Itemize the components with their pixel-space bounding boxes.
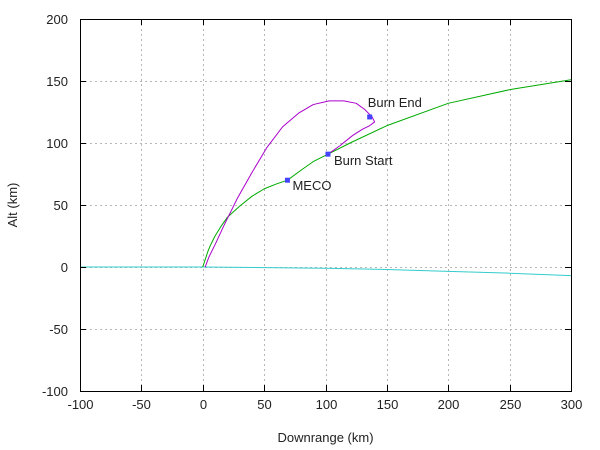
x-tick-label: -50 [132,397,151,412]
y-tick-label: -50 [49,322,68,337]
annotation-burn-end: Burn End [368,95,422,110]
plot-border [80,19,572,392]
annotation-burn-start: Burn Start [334,153,393,168]
y-tick-label: 0 [61,260,68,275]
y-tick-label: 50 [54,198,68,213]
x-tick-label: 100 [316,397,338,412]
y-tick-label: 200 [46,12,68,27]
x-tick-label: 300 [561,397,583,412]
x-tick-label: 250 [500,397,522,412]
y-tick-label: 100 [46,136,68,151]
y-tick-label: -100 [42,384,68,399]
grid [80,19,571,391]
y-axis-label: Alt (km) [5,183,20,228]
marker-burn-end [367,114,373,120]
series-line-2 [202,79,572,268]
x-tick-label: 150 [377,397,399,412]
x-tick-label: 50 [257,397,271,412]
annotation-meco: MECO [292,178,331,193]
series-line-3 [204,100,376,268]
series-line-1 [80,266,572,277]
marker-burn-start [325,151,331,157]
marker-meco [284,177,290,183]
series-layer [80,79,572,277]
x-tick-label: -100 [67,397,93,412]
y-tick-label: 150 [46,74,68,89]
x-tick-label: 200 [438,397,460,412]
x-axis-label: Downrange (km) [277,430,373,445]
axis-ticks: -100 -50 0 50 100 150 200 250 300 -100 -50 0 50 100 15… [42,12,582,412]
x-tick-label: 0 [200,397,207,412]
